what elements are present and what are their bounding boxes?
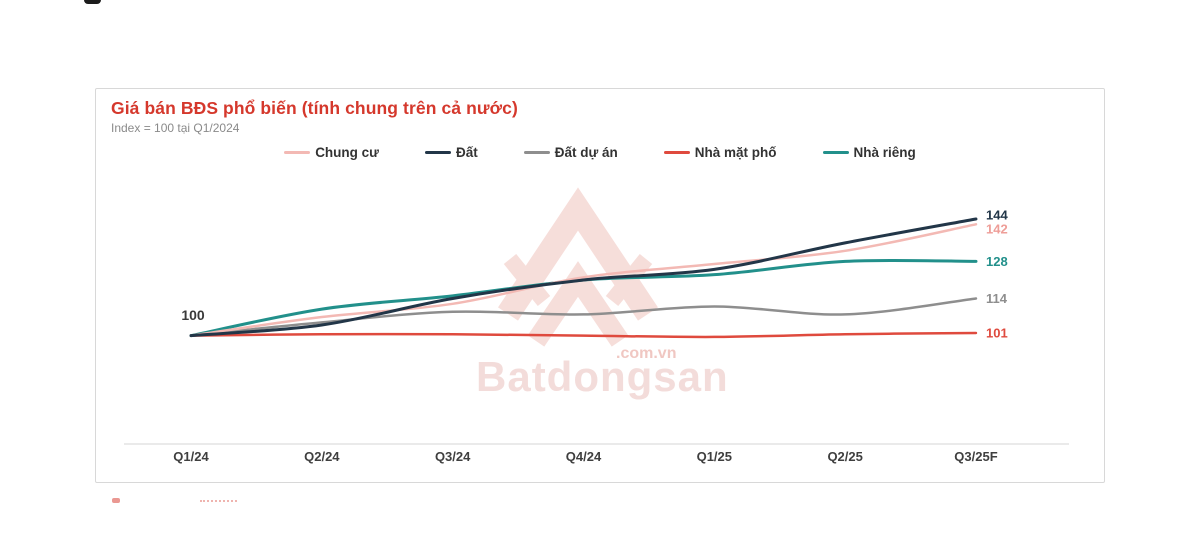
- x-axis-labels: Q1/24 Q2/24 Q3/24 Q4/24 Q1/25 Q2/25 Q3/25F: [173, 449, 997, 464]
- end-label-1: 144: [986, 208, 1008, 223]
- end-label-0: 142: [986, 222, 1008, 237]
- legend-item-0[interactable]: Chung cư: [284, 145, 379, 160]
- legend-swatch: [822, 151, 849, 154]
- end-label-2: 114: [986, 291, 1008, 306]
- legend-item-2[interactable]: Đất dự án: [523, 145, 618, 160]
- x-axis-label-4: Q1/25: [697, 449, 732, 464]
- end-label-3: 101: [986, 325, 1008, 340]
- start-value-label: 100: [181, 307, 205, 323]
- footer-artifact-dashes: [200, 500, 237, 502]
- legend-label: Nhà riêng: [853, 145, 916, 160]
- legend-label: Đất: [455, 145, 478, 160]
- legend-swatch: [663, 151, 690, 154]
- footer-artifact-dot: [112, 498, 120, 503]
- legend-item-4[interactable]: Nhà riêng: [822, 145, 916, 160]
- x-axis-label-1: Q2/24: [304, 449, 340, 464]
- watermark-domain: .com.vn: [616, 345, 676, 362]
- legend-item-3[interactable]: Nhà mặt phố: [663, 145, 777, 160]
- chart-subtitle: Index = 100 tại Q1/2024: [111, 121, 240, 135]
- series-line-1: [189, 217, 978, 338]
- x-axis-label-2: Q3/24: [435, 449, 471, 464]
- series-line-3: [189, 331, 978, 339]
- chart-title: Giá bán BĐS phổ biến (tính chung trên cả…: [111, 98, 518, 118]
- chart-legend: Chung cư Đất Đất dự án Nhà mặt phố Nhà riêng: [96, 145, 1104, 160]
- x-axis-label-0: Q1/24: [173, 449, 209, 464]
- series-line-2: [189, 297, 978, 337]
- legend-label: Nhà mặt phố: [694, 145, 777, 160]
- x-axis-label-5: Q2/25: [827, 449, 862, 464]
- chart-card: Giá bán BĐS phổ biến (tính chung trên cả…: [95, 88, 1105, 483]
- series-lines: [189, 217, 978, 339]
- cropped-glyph-artifact: [84, 0, 101, 4]
- end-label-4: 128: [986, 254, 1008, 269]
- x-axis-label-3: Q4/24: [566, 449, 602, 464]
- legend-item-1[interactable]: Đất: [424, 145, 478, 160]
- legend-swatch: [424, 151, 451, 154]
- legend-swatch: [284, 151, 311, 154]
- x-axis-label-6: Q3/25F: [954, 449, 997, 464]
- series-line-0: [189, 223, 978, 337]
- watermark-brand: Batdongsan: [476, 353, 729, 400]
- legend-swatch: [523, 151, 550, 154]
- legend-label: Đất dự án: [554, 145, 618, 160]
- legend-label: Chung cư: [315, 145, 379, 160]
